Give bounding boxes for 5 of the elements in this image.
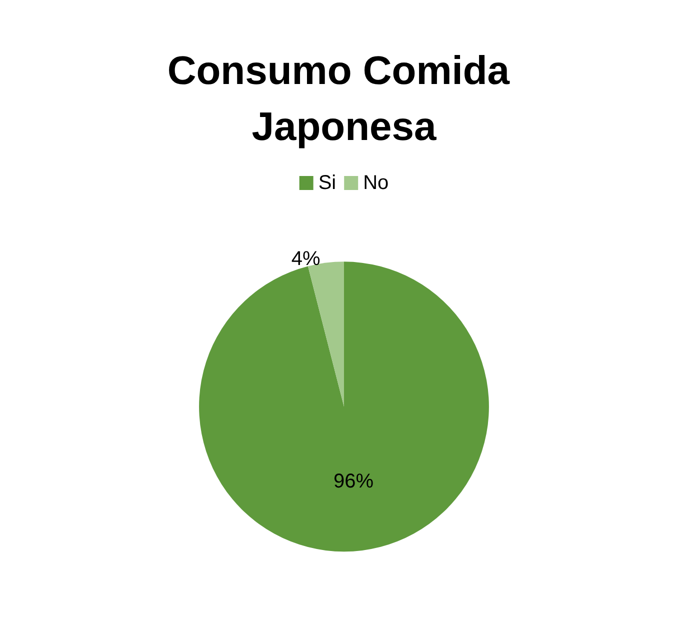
data-label: 4% — [291, 248, 321, 270]
legend-label: Si — [318, 172, 336, 194]
legend-label: No — [363, 172, 389, 194]
data-label: 96% — [333, 470, 374, 493]
chart-title: Consumo Comida Japonesa — [167, 49, 521, 149]
